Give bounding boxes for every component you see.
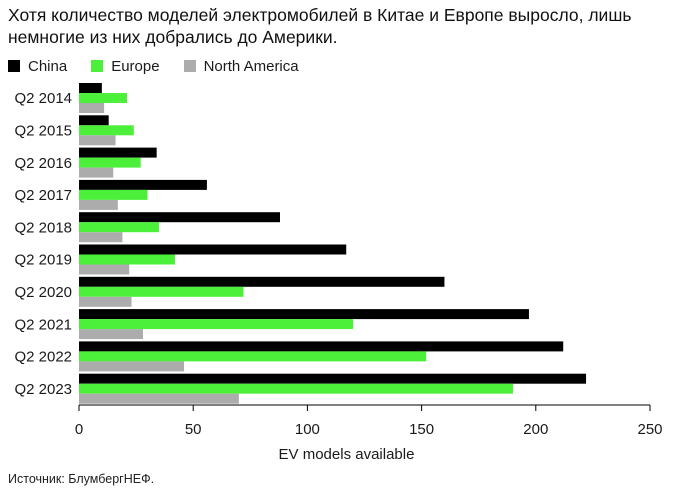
bar-china-q2-2022: [79, 341, 564, 352]
bar-china-q2-2020: [79, 276, 445, 287]
legend-swatch-north-america: [183, 60, 196, 72]
bar-europe-q2-2018: [79, 222, 159, 233]
legend-label-europe: Europe: [111, 57, 160, 75]
legend: China Europe North America: [8, 56, 323, 76]
x-tick-label-250: 250: [637, 421, 662, 438]
legend-item-north-america: North America: [183, 57, 299, 75]
category-label-q2-2022: Q2 2022: [14, 349, 72, 366]
category-label-q2-2019: Q2 2019: [14, 252, 72, 269]
chart-title: Хотя количество моделей электромобилей в…: [8, 5, 632, 47]
bar-europe-q2-2017: [79, 189, 148, 200]
bar-china-q2-2015: [79, 115, 109, 126]
bar-china-q2-2023: [79, 373, 587, 384]
x-axis-title: EV models available: [279, 446, 415, 463]
category-label-q2-2017: Q2 2017: [14, 187, 72, 204]
bar-europe-q2-2022: [79, 351, 427, 362]
bar-north-america-q2-2015: [79, 135, 116, 146]
bar-europe-q2-2014: [79, 93, 127, 103]
category-label-q2-2021: Q2 2021: [14, 316, 72, 333]
bar-europe-q2-2023: [79, 383, 513, 394]
bar-china-q2-2017: [79, 179, 207, 190]
category-label-q2-2015: Q2 2015: [14, 122, 72, 139]
bar-north-america-q2-2016: [79, 167, 114, 178]
x-tick-label-200: 200: [523, 421, 548, 438]
bar-north-america-q2-2022: [79, 361, 185, 372]
category-label-q2-2020: Q2 2020: [14, 284, 72, 301]
legend-item-china: China: [8, 58, 67, 75]
bar-china-q2-2021: [79, 309, 529, 320]
bar-europe-q2-2019: [79, 254, 175, 265]
bar-europe-q2-2016: [79, 157, 141, 168]
bar-china-q2-2016: [79, 147, 157, 158]
bar-europe-q2-2020: [79, 286, 244, 297]
x-tick-label-150: 150: [409, 421, 434, 438]
source-note: Источник: БлумбергНЕФ.: [8, 472, 155, 486]
legend-swatch-china: [8, 60, 20, 72]
category-label-q2-2023: Q2 2023: [14, 381, 72, 398]
bar-china-q2-2019: [79, 244, 347, 255]
legend-swatch-europe: [91, 60, 104, 72]
bar-north-america-q2-2018: [79, 232, 123, 243]
category-label-q2-2016: Q2 2016: [14, 155, 72, 172]
bar-north-america-q2-2014: [79, 103, 105, 113]
category-label-q2-2014: Q2 2014: [14, 90, 72, 107]
legend-label-china: China: [28, 57, 68, 75]
bar-north-america-q2-2019: [79, 264, 130, 275]
legend-label-north-america: North America: [203, 57, 299, 75]
bar-china-q2-2014: [79, 83, 102, 93]
bar-north-america-q2-2017: [79, 199, 118, 210]
legend-item-europe: Europe: [91, 57, 160, 75]
x-tick-label-50: 50: [185, 421, 202, 438]
bar-europe-q2-2021: [79, 319, 354, 330]
bar-china-q2-2018: [79, 212, 280, 223]
bar-europe-q2-2015: [79, 125, 134, 136]
bar-north-america-q2-2020: [79, 296, 132, 307]
bar-north-america-q2-2023: [79, 393, 239, 404]
category-label-q2-2018: Q2 2018: [14, 219, 72, 236]
x-tick-label-0: 0: [75, 421, 83, 438]
x-tick-label-100: 100: [295, 421, 320, 438]
bar-north-america-q2-2021: [79, 329, 143, 340]
